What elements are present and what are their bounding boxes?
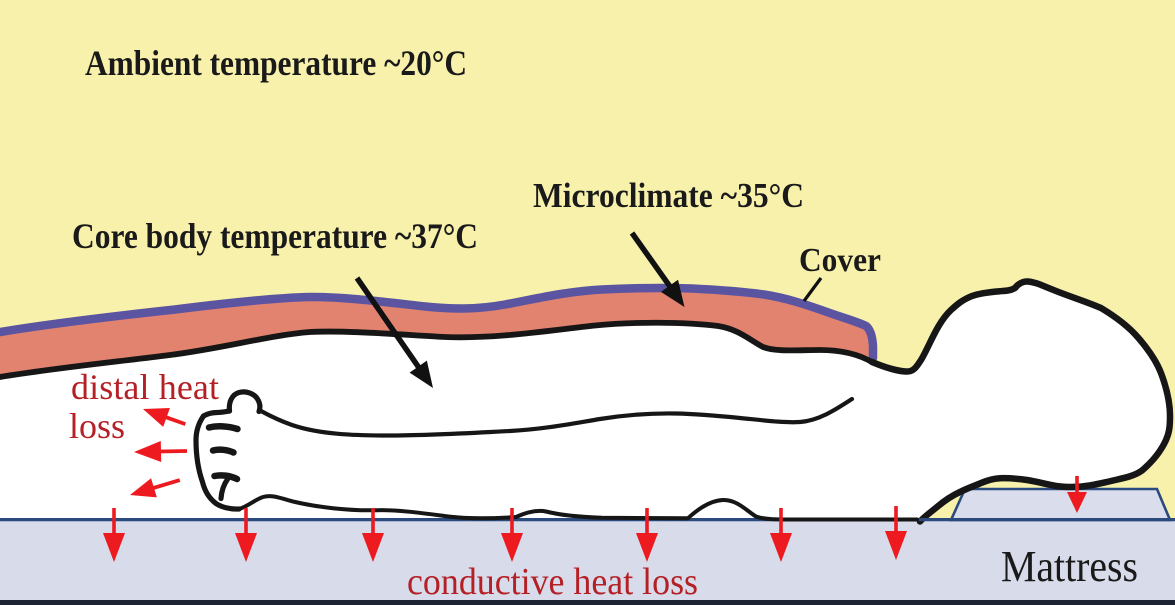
svg-text:Core body temperature ~37°C: Core body temperature ~37°C [72,216,478,256]
svg-text:Microclimate ~35°C: Microclimate ~35°C [533,176,804,215]
svg-text:Cover: Cover [799,242,881,279]
svg-text:conductive heat loss: conductive heat loss [407,561,698,603]
svg-text:distal heat: distal heat [71,367,219,407]
svg-text:Ambient temperature ~20°C: Ambient temperature ~20°C [85,43,467,83]
svg-text:Mattress: Mattress [1001,542,1138,591]
svg-text:loss: loss [69,406,125,446]
